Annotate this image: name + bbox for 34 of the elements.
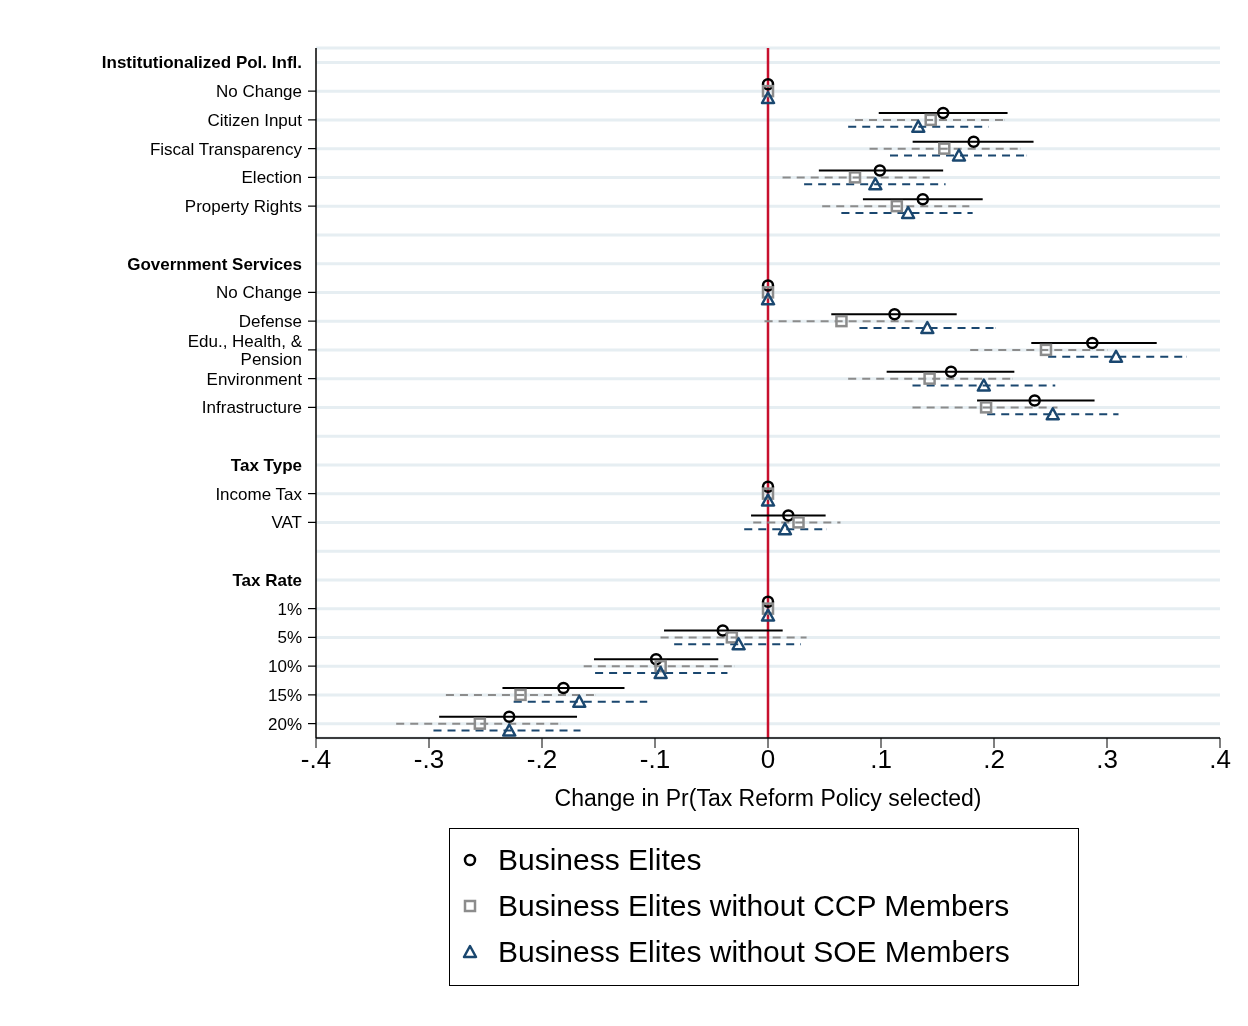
- y-tick-label: Property Rights: [184, 196, 302, 216]
- legend-label: Business Elites without SOE Members: [498, 935, 1010, 969]
- y-tick-label: Institutionalized Pol. Infl.: [101, 52, 302, 72]
- y-tick-label: Government Services: [127, 254, 302, 274]
- y-tick-label: 1%: [277, 599, 302, 619]
- y-tick-label: Defense: [238, 311, 302, 331]
- y-tick-label: 10%: [267, 656, 302, 676]
- legend-label: Business Elites without CCP Members: [498, 889, 1010, 923]
- y-tick-label: Tax Type: [230, 455, 302, 475]
- y-tick-label: No Change: [215, 282, 302, 302]
- y-tick-label: 15%: [267, 685, 302, 705]
- y-tick-label: Environment: [206, 369, 303, 389]
- x-tick-label: .4: [1209, 744, 1231, 775]
- x-tick-label: -.3: [413, 744, 445, 775]
- x-tick-label: -.4: [300, 744, 332, 775]
- x-tick-label: -.1: [639, 744, 671, 775]
- x-tick-label: .1: [870, 744, 892, 775]
- y-tick-label: 5%: [277, 627, 302, 647]
- y-tick-label: Election: [241, 167, 302, 187]
- x-tick-label: 0: [760, 744, 776, 775]
- y-tick-label: No Change: [215, 81, 302, 101]
- x-tick-label: .3: [1096, 744, 1118, 775]
- y-tick-label: VAT: [271, 512, 302, 532]
- x-tick-label: .2: [983, 744, 1005, 775]
- y-tick-label: Edu., Health, & Pension: [187, 331, 303, 369]
- y-tick-label: Income Tax: [215, 484, 303, 504]
- x-tick-label: -.2: [526, 744, 558, 775]
- x-axis-title: Change in Pr(Tax Reform Policy selected): [554, 785, 982, 811]
- y-tick-label: Citizen Input: [207, 110, 303, 130]
- legend-label: Business Elites: [498, 843, 702, 877]
- y-tick-label: Tax Rate: [232, 570, 302, 590]
- y-tick-label: Infrastructure: [201, 397, 302, 417]
- y-tick-label: Fiscal Transparency: [149, 139, 303, 159]
- y-tick-label: 20%: [267, 714, 302, 734]
